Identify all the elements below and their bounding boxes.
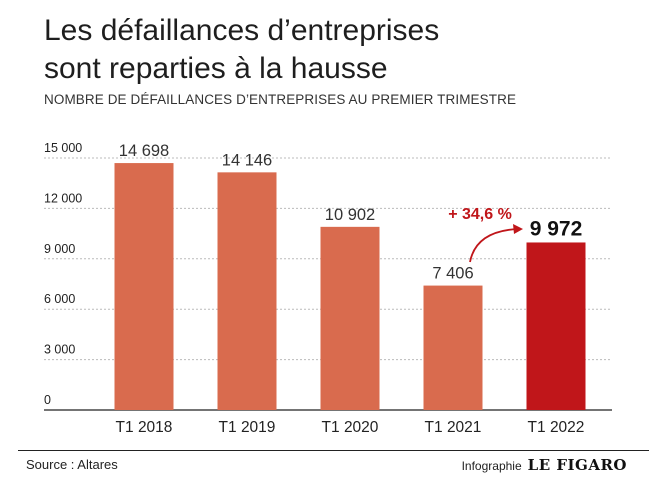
credit: Infographie LE FIGARO: [462, 456, 627, 474]
x-tick-label: T1 2021: [425, 419, 482, 436]
value-label: 14 698: [119, 142, 169, 160]
value-label: 9 972: [530, 217, 583, 240]
value-label: 10 902: [325, 206, 375, 224]
le-figaro-logo: LE FIGARO: [527, 456, 627, 474]
chart-subtitle: NOMBRE DE DÉFAILLANCES D’ENTREPRISES AU …: [44, 92, 517, 107]
value-label: 14 146: [222, 151, 272, 169]
y-tick-label: 3 000: [44, 343, 75, 357]
x-tick-label: T1 2020: [322, 419, 379, 436]
title-line-1: Les défaillances d’entreprises: [44, 14, 440, 47]
x-axis: T1 2018 T1 2019 T1 2020 T1 2021 T1 2022: [116, 419, 585, 436]
value-label: 7 406: [432, 265, 473, 283]
bars: [114, 163, 586, 410]
y-tick-label: 9 000: [44, 242, 75, 256]
change-annotation: + 34,6 %: [448, 206, 512, 223]
bar-t1-2022: [526, 242, 586, 410]
bar-t1-2021: [423, 285, 483, 410]
value-labels: 14 698 14 146 10 902 7 406 9 972: [119, 142, 583, 283]
y-tick-label: 15 000: [44, 141, 82, 155]
annotation-layer: + 34,6 %: [448, 206, 523, 263]
source-note: Source : Altares: [26, 457, 118, 472]
x-tick-label: T1 2019: [219, 419, 276, 436]
credit-label: Infographie: [461, 459, 522, 473]
x-tick-label: T1 2018: [116, 419, 173, 436]
page-title: Les défaillances d’entreprises sont repa…: [44, 12, 644, 88]
arrowhead-icon: [513, 224, 523, 234]
change-arrow: [469, 228, 519, 263]
bar-t1-2018: [114, 163, 174, 410]
y-tick-label: 0: [44, 393, 51, 407]
bar-t1-2020: [320, 226, 380, 410]
bar-t1-2019: [217, 172, 277, 410]
y-tick-label: 12 000: [44, 191, 82, 205]
title-line-2: sont reparties à la hausse: [44, 52, 388, 85]
footer-divider: [18, 450, 649, 451]
x-tick-label: T1 2022: [528, 419, 585, 436]
y-tick-label: 6 000: [44, 292, 75, 306]
